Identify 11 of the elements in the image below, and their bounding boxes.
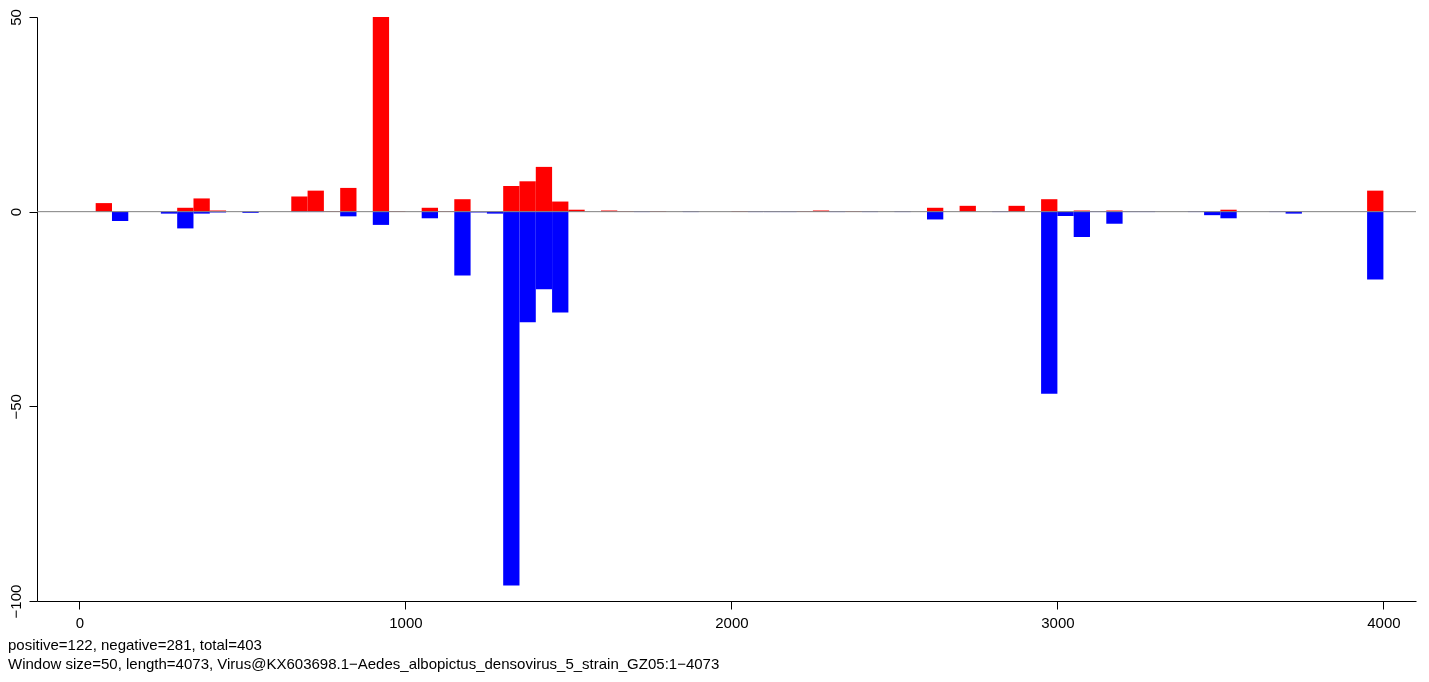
text: positive=122, negative=281, total=403: [8, 636, 262, 653]
y-tick-label: 0: [6, 207, 24, 217]
x-tick-label: 0: [75, 613, 85, 631]
y-tick-label: 50: [6, 9, 24, 26]
x-tick-label: 4000: [1367, 613, 1401, 631]
x-tick-label: 3000: [1041, 613, 1075, 631]
x-tick-label: 1000: [389, 613, 423, 631]
text: Window size=50, length=4073, Virus@KX603698.1−Aedes_albopictus_densovirus_5_strain_GZ05:1−4073: [8, 655, 720, 672]
x-tick-label: 2000: [715, 613, 749, 631]
y-tick-label: −100: [6, 584, 24, 619]
y-tick-label: −50: [6, 394, 24, 420]
